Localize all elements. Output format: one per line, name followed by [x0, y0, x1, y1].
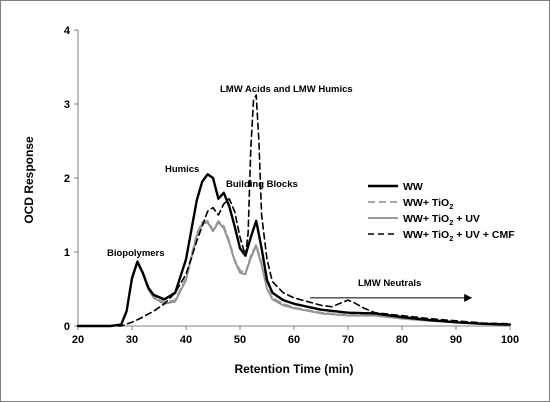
lmw-neutrals-arrow — [310, 293, 473, 302]
legend-label-ww-tio2-uv-cmf-main: WW+ TiO — [403, 229, 449, 241]
series-layer — [76, 94, 512, 328]
legend-label-ww-tio2-uv-main: WW+ TiO — [403, 213, 449, 225]
arrow-head — [464, 293, 473, 302]
x-tick-label: 80 — [396, 334, 408, 346]
annotation-lmw-acids: LMW Acids and LMW Humics — [220, 84, 353, 95]
annotation-lmw-neutrals: LMW Neutrals — [358, 278, 421, 289]
x-tick-label: 100 — [501, 334, 519, 346]
x-tick-label: 50 — [234, 334, 246, 346]
x-tick-label: 60 — [288, 334, 300, 346]
x-tick-label: 30 — [126, 334, 138, 346]
legend-label-ww-tio2-uv-sub: 2 — [449, 218, 453, 227]
y-tick-label: 1 — [64, 247, 70, 259]
y-tick-label: 2 — [64, 173, 70, 185]
legend-label-ww-tio2-uv-cmf-sub: 2 — [449, 234, 453, 243]
legend-label-ww-tio2-uv: WW+ TiO2 + UV — [403, 213, 480, 227]
legend-label-ww-tio2-main: WW+ TiO — [403, 197, 449, 209]
annotation-biopolymers: Biopolymers — [107, 248, 165, 259]
annotation-building-blocks: Building Blocks — [226, 179, 298, 190]
series-line-3 — [77, 94, 511, 327]
y-tick-label: 0 — [64, 321, 70, 333]
legend: WW WW+ TiO2 WW+ TiO2 + UV WW+ TiO2 + UV … — [368, 181, 515, 243]
x-tick-label: 20 — [72, 334, 84, 346]
axes: 0 1 2 3 4 20 30 40 50 60 70 80 90 100 — [64, 25, 519, 346]
series-line-0 — [76, 173, 512, 328]
annotation-humics: Humics — [165, 164, 199, 175]
x-tick-label: 90 — [450, 334, 462, 346]
y-tick-label: 4 — [64, 25, 71, 37]
x-tick-label: 40 — [180, 334, 192, 346]
legend-label-ww-tio2-sub: 2 — [449, 202, 453, 211]
legend-label-ww-tio2-uv-after: + UV — [453, 213, 480, 225]
y-axis-title: OCD Response — [22, 136, 36, 224]
legend-label-ww: WW — [403, 181, 423, 193]
x-axis-title: Retention Time (min) — [234, 362, 353, 376]
legend-label-ww-tio2-uv-cmf: WW+ TiO2 + UV + CMF — [403, 229, 515, 243]
y-tick-label: 3 — [64, 99, 70, 111]
legend-label-ww-tio2: WW+ TiO2 — [403, 197, 453, 211]
legend-label-ww-tio2-uv-cmf-after: + UV + CMF — [453, 229, 515, 241]
x-tick-label: 70 — [342, 334, 354, 346]
